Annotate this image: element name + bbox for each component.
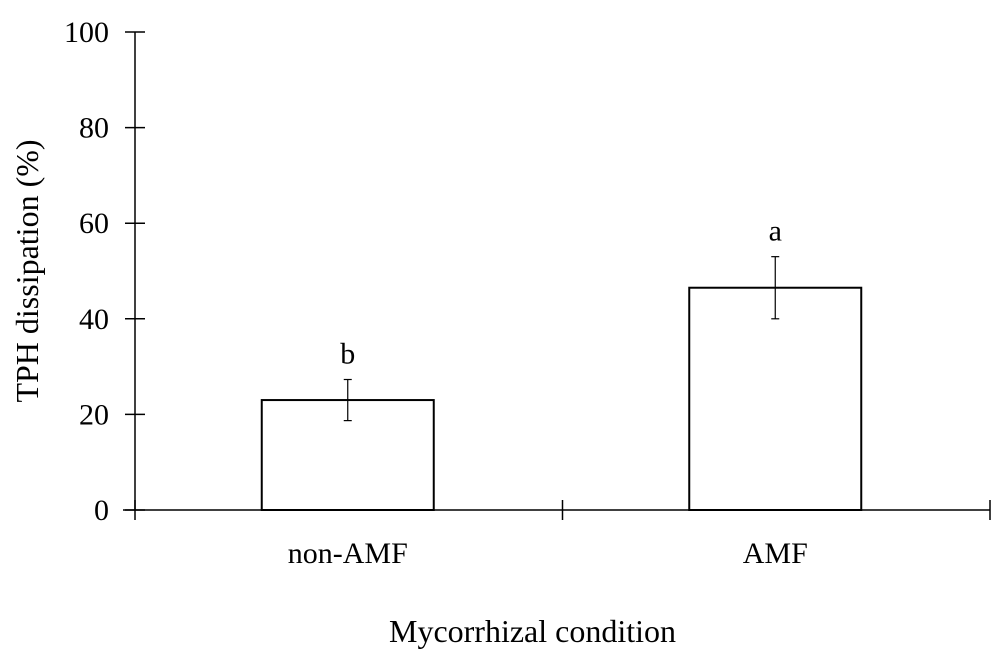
y-axis-title: TPH dissipation (%) [9,139,45,402]
x-tick-label: non-AMF [288,537,408,570]
significance-letter: a [769,215,782,248]
y-tick-label: 80 [79,112,109,145]
y-tick-label: 100 [64,16,109,49]
significance-letter: b [340,338,355,371]
y-tick-label: 20 [79,398,109,431]
x-axis-title: Mycorrhizal condition [389,613,676,649]
y-tick-label: 60 [79,207,109,240]
y-tick-label: 0 [94,494,109,527]
x-tick-label: AMF [743,537,808,570]
bar-amf [688,286,863,512]
y-tick-label: 40 [79,303,109,336]
